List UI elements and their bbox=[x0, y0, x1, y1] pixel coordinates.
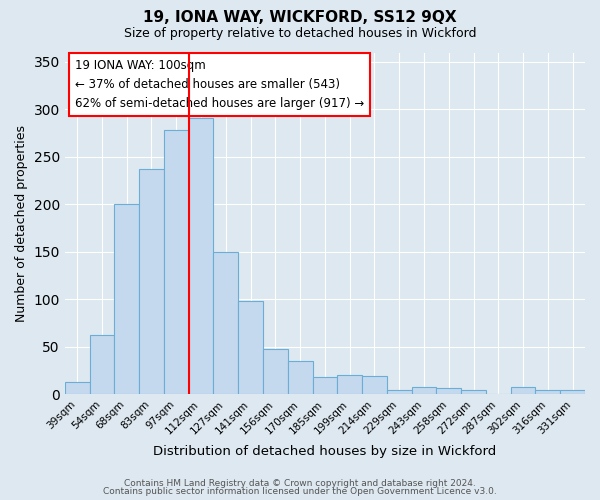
Bar bbox=[263, 349, 288, 395]
Text: Size of property relative to detached houses in Wickford: Size of property relative to detached ho… bbox=[124, 28, 476, 40]
Text: 19 IONA WAY: 100sqm
← 37% of detached houses are smaller (543)
62% of semi-detac: 19 IONA WAY: 100sqm ← 37% of detached ho… bbox=[75, 60, 364, 110]
Bar bbox=[461, 390, 486, 394]
Bar bbox=[436, 388, 461, 394]
Bar bbox=[115, 204, 139, 394]
Text: 19, IONA WAY, WICKFORD, SS12 9QX: 19, IONA WAY, WICKFORD, SS12 9QX bbox=[143, 10, 457, 25]
Bar bbox=[214, 252, 238, 394]
Y-axis label: Number of detached properties: Number of detached properties bbox=[15, 125, 28, 322]
Bar bbox=[313, 378, 337, 394]
Bar bbox=[164, 130, 188, 394]
Bar bbox=[188, 118, 214, 394]
Bar bbox=[89, 334, 115, 394]
X-axis label: Distribution of detached houses by size in Wickford: Distribution of detached houses by size … bbox=[153, 444, 497, 458]
Bar bbox=[362, 376, 387, 394]
Bar bbox=[387, 390, 412, 394]
Bar bbox=[139, 170, 164, 394]
Bar bbox=[288, 361, 313, 394]
Text: Contains HM Land Registry data © Crown copyright and database right 2024.: Contains HM Land Registry data © Crown c… bbox=[124, 478, 476, 488]
Text: Contains public sector information licensed under the Open Government Licence v3: Contains public sector information licen… bbox=[103, 487, 497, 496]
Bar bbox=[511, 387, 535, 394]
Bar bbox=[412, 387, 436, 394]
Bar bbox=[535, 390, 560, 394]
Bar bbox=[238, 302, 263, 394]
Bar bbox=[337, 376, 362, 394]
Bar bbox=[65, 382, 89, 394]
Bar bbox=[560, 390, 585, 394]
